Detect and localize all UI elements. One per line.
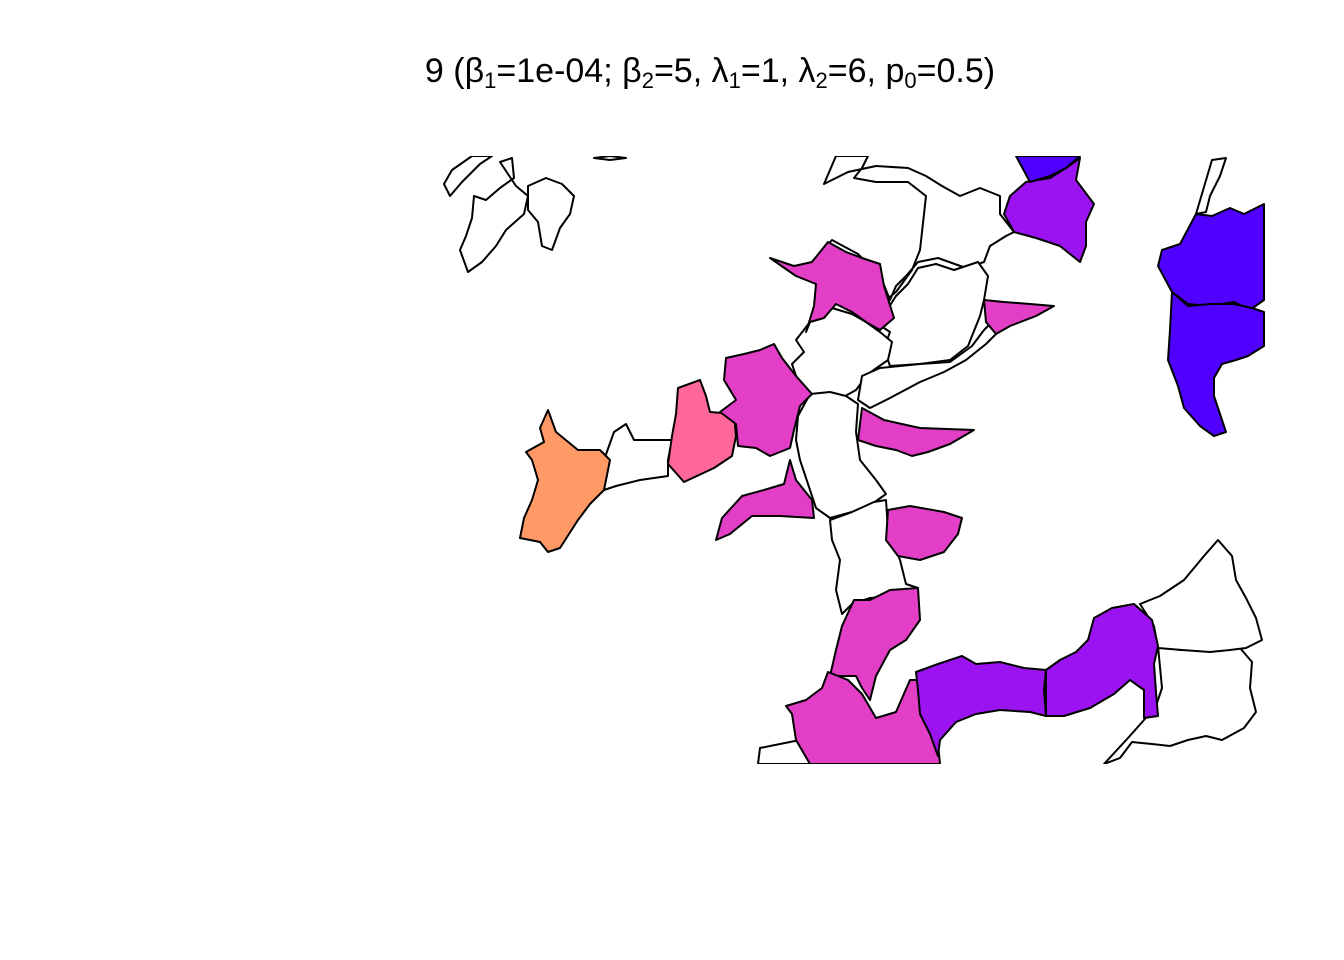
region-pink-1 bbox=[667, 379, 737, 483]
region-west-link bbox=[603, 423, 673, 491]
region-magenta-6 bbox=[885, 505, 963, 561]
region-southeast-white-2 bbox=[1139, 539, 1263, 653]
region-north-1 bbox=[807, 156, 1015, 301]
region-blue-east-2 bbox=[1167, 291, 1265, 437]
region-magenta-5 bbox=[715, 459, 815, 541]
region-magenta-2 bbox=[769, 241, 895, 333]
region-blue-east-1 bbox=[1157, 203, 1265, 311]
region-magenta-7 bbox=[829, 587, 921, 701]
region-southeast-white-1 bbox=[1103, 645, 1257, 764]
region-east-white bbox=[1195, 157, 1227, 215]
region-nw-1 bbox=[443, 156, 493, 197]
region-nw-4 bbox=[593, 156, 627, 161]
region-violet-south-2 bbox=[1045, 603, 1159, 719]
region-violet-south-1 bbox=[915, 655, 1047, 757]
region-blue-north bbox=[1015, 156, 1081, 183]
region-nw-2 bbox=[459, 157, 529, 273]
region-nw-3 bbox=[527, 177, 575, 251]
region-magenta-3 bbox=[983, 299, 1055, 335]
region-magenta-1 bbox=[719, 343, 813, 457]
region-center-east bbox=[857, 317, 1001, 409]
region-orange-west bbox=[519, 409, 611, 553]
region-magenta-4 bbox=[857, 407, 975, 457]
map-title: 9 (β1=1e-04; β2=5, λ1=1, λ2=6, p0=0.5) bbox=[424, 52, 996, 93]
